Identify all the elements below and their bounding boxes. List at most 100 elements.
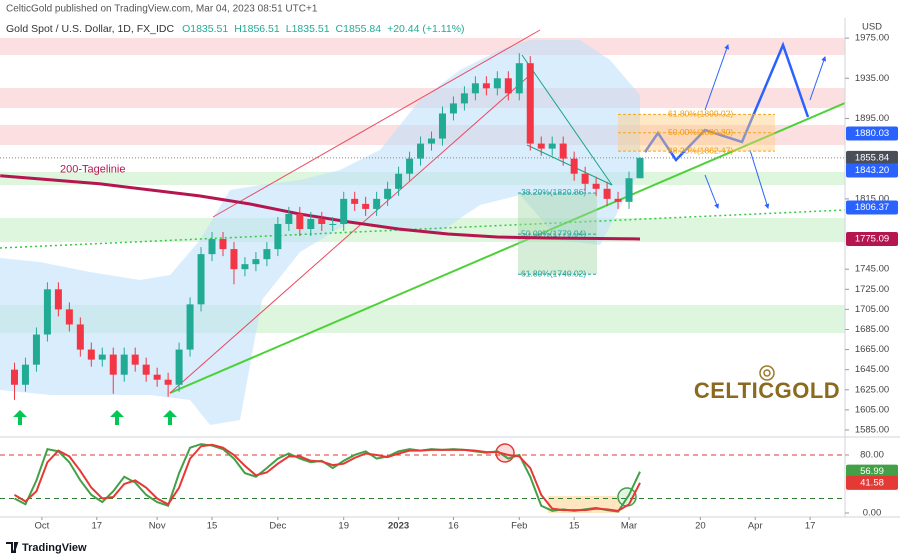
trendline	[169, 102, 846, 394]
price-tag-label: 1806.37	[855, 202, 889, 213]
candle-body	[559, 143, 567, 159]
buy-arrows	[13, 410, 177, 425]
candle-body	[395, 173, 403, 189]
resistance-zone	[0, 38, 845, 55]
y-tick-label: 1705.00	[855, 304, 889, 315]
candle-body	[87, 349, 95, 360]
x-tick-label: 15	[207, 521, 218, 532]
candle-body	[109, 354, 117, 375]
candle-body	[318, 218, 326, 224]
candle-body	[142, 364, 150, 375]
axis-label: USD	[862, 22, 882, 33]
x-tick-label: Oct	[35, 521, 50, 532]
drawings	[0, 18, 900, 518]
candle-body	[241, 264, 249, 270]
candle-body	[526, 63, 534, 144]
candle-body	[581, 173, 589, 184]
value-tag-label: 41.58	[860, 477, 884, 488]
candle-body	[482, 83, 490, 89]
candle-body	[307, 218, 315, 230]
price-tag-label: 1775.09	[855, 233, 889, 244]
candle-body	[65, 309, 73, 325]
candle-body	[120, 354, 128, 375]
stochastic-line	[14, 443, 641, 513]
candle-body	[32, 334, 40, 365]
candle-body	[614, 198, 622, 202]
x-tick-label: Apr	[748, 521, 763, 532]
y-tick-label: 1625.00	[855, 384, 889, 395]
candle-body	[373, 198, 381, 209]
x-tick-label: 20	[695, 521, 706, 532]
fib-label: 61.80%(1899.02)	[668, 109, 733, 119]
x-tick-label: 17	[805, 521, 816, 532]
channel-line	[169, 74, 531, 394]
candle-body	[548, 143, 556, 149]
price-tag-label: 1880.03	[855, 128, 889, 139]
footer-logo	[6, 542, 19, 553]
x-tick-label: 17	[92, 521, 103, 532]
y-tick-label: 0.00	[863, 508, 882, 519]
up-arrow	[110, 410, 124, 425]
y-tick-label: 1725.00	[855, 284, 889, 295]
price-tag	[846, 163, 898, 178]
candle-body	[131, 354, 139, 365]
candle-body	[493, 78, 501, 89]
ohlc-value: O1835.51	[182, 23, 228, 35]
price-tag	[846, 231, 898, 246]
candle-body	[625, 178, 633, 202]
chart-title: Gold Spot / U.S. Dollar, 1D, FX_IDC	[6, 23, 174, 35]
price-tag	[846, 126, 898, 141]
footer-brand: TradingView	[22, 542, 87, 554]
value-tag	[846, 464, 898, 479]
y-tick-label: 1665.00	[855, 344, 889, 355]
y-tick-label: 1745.00	[855, 264, 889, 275]
y-tick-label: 1585.00	[855, 424, 889, 435]
candle-body	[186, 304, 194, 350]
y-tick-label: 1815.00	[855, 193, 889, 204]
ohlc-value: C1855.84	[336, 23, 382, 35]
candle-body	[208, 239, 216, 255]
value-tag-label: 56.99	[860, 466, 884, 477]
fib-label: 61.80%(1740.02)	[521, 268, 586, 278]
moving-average	[0, 174, 641, 241]
candle-body	[43, 289, 51, 335]
candle-body	[417, 143, 425, 159]
envelope-cloud	[0, 40, 640, 425]
x-tick-label: 15	[569, 521, 580, 532]
x-tick-label: 19	[338, 521, 349, 532]
candle-body	[263, 249, 271, 260]
projection-arrow	[749, 149, 770, 209]
logo-ring	[763, 369, 771, 377]
projection-arrow	[809, 56, 827, 101]
y-tick-label: 1935.00	[855, 73, 889, 84]
candle-body	[54, 289, 62, 310]
candle-body	[164, 379, 172, 385]
candle-body	[340, 198, 348, 224]
candle-body	[21, 364, 29, 385]
candle-body	[10, 369, 18, 385]
candle-body	[570, 158, 578, 174]
x-tick-label: Nov	[149, 521, 166, 532]
price-tag-label: 1843.20	[855, 165, 889, 176]
candle-body	[351, 198, 359, 204]
logo-text: CELTICGOLD	[694, 378, 840, 403]
value-tag	[846, 475, 898, 490]
candle-body	[471, 83, 479, 94]
up-arrow	[13, 410, 27, 425]
candle-body	[153, 374, 161, 380]
candle-body	[98, 354, 106, 360]
candle-body	[384, 188, 392, 199]
candle-body	[252, 259, 260, 265]
candle-body	[285, 213, 293, 224]
candle-body	[636, 157, 644, 179]
ohlc-value: L1835.51	[286, 23, 330, 35]
candle-body	[449, 103, 457, 114]
x-tick-label: 2023	[388, 521, 409, 532]
trendline	[0, 209, 846, 249]
y-tick-label: 1685.00	[855, 324, 889, 335]
series-label: 200-Tagelinie	[60, 164, 125, 176]
candle-body	[537, 143, 545, 149]
ohlc-value: H1856.51	[234, 23, 280, 35]
